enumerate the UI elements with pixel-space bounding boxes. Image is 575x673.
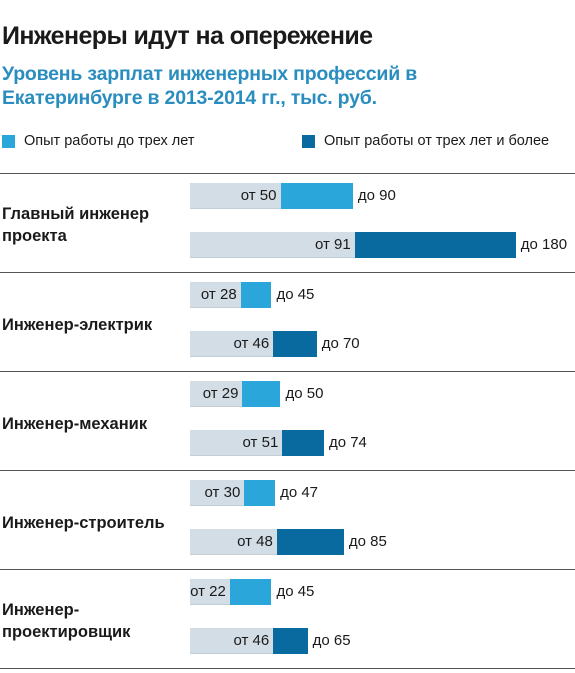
bar-baseline bbox=[190, 232, 355, 258]
salary-range-bar bbox=[273, 628, 308, 654]
bar-label-to: до 45 bbox=[276, 583, 315, 600]
bar-baseline bbox=[190, 381, 243, 407]
bar-label-from: от 51 bbox=[242, 434, 279, 451]
category-label: Инженер-электрик bbox=[2, 316, 153, 334]
bar-baseline bbox=[190, 430, 283, 456]
legend-label-long: Опыт работы от трех лет и более bbox=[324, 133, 550, 149]
row-separator bbox=[0, 173, 575, 174]
bar-label-from: от 91 bbox=[314, 236, 351, 253]
legend-swatch-short bbox=[2, 134, 15, 148]
salary-range-bar bbox=[244, 480, 276, 506]
category-label: Инженер-строитель bbox=[2, 514, 165, 532]
bar-label-from: от 28 bbox=[200, 286, 237, 303]
bar-baseline bbox=[190, 282, 241, 308]
category-label: Инженер-механик bbox=[2, 415, 148, 433]
bar-baseline bbox=[190, 480, 245, 506]
salary-range-bar bbox=[273, 331, 317, 357]
legend-label-short: Опыт работы до трех лет bbox=[24, 133, 195, 149]
bar-label-to: до 74 bbox=[328, 434, 367, 451]
bar-baseline bbox=[190, 628, 274, 654]
bar-label-to: до 45 bbox=[276, 286, 315, 303]
bar-label-from: от 50 bbox=[240, 187, 277, 204]
bar-baseline bbox=[190, 331, 274, 357]
bar-label-to: до 90 bbox=[357, 187, 396, 204]
bar-baseline bbox=[190, 183, 281, 209]
row-separator bbox=[0, 569, 575, 570]
bar-label-to: до 50 bbox=[285, 385, 324, 402]
legend-item-long: Опыт работы от трех лет и более bbox=[302, 130, 549, 152]
bar-label-from: от 46 bbox=[233, 632, 270, 649]
bar-label-from: от 30 bbox=[204, 484, 241, 501]
category-label: Главный инженер проекта bbox=[2, 205, 150, 245]
salary-range-bar bbox=[242, 381, 281, 407]
bar-label-to: до 85 bbox=[348, 533, 387, 550]
legend-item-short: Опыт работы до трех лет bbox=[2, 130, 194, 152]
salary-range-bar bbox=[354, 232, 516, 258]
category-label: Инженер-проектировщик bbox=[2, 601, 131, 641]
salary-range-bar bbox=[240, 282, 272, 308]
salary-range-bar bbox=[276, 529, 344, 555]
salary-range-bar bbox=[229, 579, 272, 605]
bar-label-from: от 29 bbox=[202, 385, 239, 402]
row-separator bbox=[0, 272, 575, 273]
bar-baseline bbox=[190, 579, 230, 605]
row-separator bbox=[0, 371, 575, 372]
salary-range-bar bbox=[280, 183, 353, 209]
row-separator bbox=[0, 668, 575, 669]
bar-label-to: до 180 bbox=[520, 236, 568, 253]
bar-label-to: до 70 bbox=[321, 335, 360, 352]
chart-title: Инженеры идут на опережение bbox=[2, 22, 373, 50]
bar-label-from: от 22 bbox=[190, 583, 226, 600]
bar-label-to: до 65 bbox=[312, 632, 351, 649]
salary-range-bar bbox=[282, 430, 324, 456]
bar-baseline bbox=[190, 529, 277, 555]
bar-label-from: от 46 bbox=[233, 335, 270, 352]
row-separator bbox=[0, 470, 575, 471]
legend-swatch-long bbox=[302, 134, 315, 148]
chart-subtitle: Уровень зарплат инженерных профессий в Е… bbox=[2, 63, 418, 109]
bar-label-from: от 48 bbox=[237, 533, 273, 550]
bar-label-to: до 47 bbox=[280, 484, 319, 501]
